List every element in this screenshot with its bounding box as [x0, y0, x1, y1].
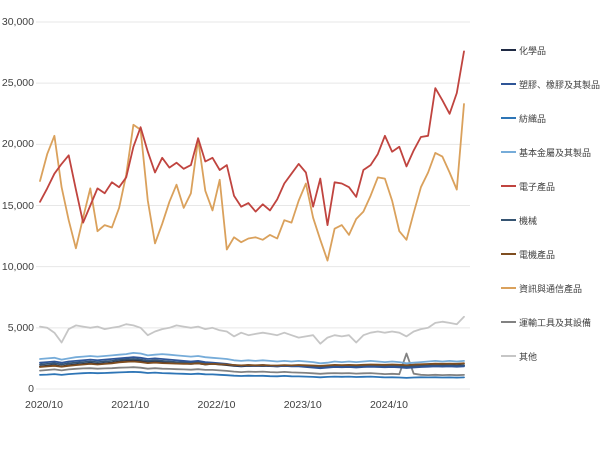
x-tick-label: 2022/10: [197, 399, 236, 411]
series-line-basic-metals: [39, 351, 465, 365]
legend-swatch-others: [501, 354, 516, 358]
legend-label-electronics: 電子產品: [519, 181, 556, 192]
legend-label-ict-products: 資訊與通信產品: [519, 283, 583, 294]
y-tick-label: 25,000: [1, 77, 34, 90]
series-line-others: [39, 315, 465, 345]
legend-label-electrical-products: 電機產品: [519, 249, 556, 260]
legend-item-electrical-products: 電機產品: [501, 248, 555, 260]
legend-item-chemicals: 化學品: [501, 44, 546, 56]
x-tick-label: 2020/10: [25, 399, 63, 411]
legend-swatch-ict-products: [501, 286, 516, 290]
legend-swatch-basic-metals: [501, 150, 516, 154]
x-tick-label: 2021/10: [111, 399, 150, 411]
legend-item-electronics: 電子產品: [501, 180, 555, 192]
legend-item-textiles: 紡織品: [501, 112, 546, 124]
series-line-ict-products: [39, 103, 465, 262]
y-tick-label: 30,000: [1, 16, 34, 28]
legend-label-others: 其他: [519, 351, 538, 362]
series-line-electronics: [39, 50, 465, 227]
y-tick-label: 10,000: [1, 260, 34, 273]
legend-swatch-plastics-rubber: [501, 82, 516, 86]
legend-item-others: 其他: [501, 350, 537, 362]
legend-swatch-textiles: [501, 116, 516, 120]
y-tick-label: 5,000: [7, 321, 34, 334]
legend-swatch-electronics: [501, 184, 516, 188]
legend-swatch-electrical-products: [501, 252, 516, 256]
x-tick-label: 2023/10: [283, 399, 322, 411]
legend-item-basic-metals: 基本金屬及其製品: [501, 146, 591, 158]
y-tick-label: 15,000: [1, 199, 34, 212]
y-tick-label: 20,000: [1, 138, 34, 151]
legend-swatch-machinery: [501, 218, 516, 222]
legend-label-plastics-rubber: 塑膠、橡膠及其製品: [519, 79, 600, 90]
legend-label-transport-equipment: 運輸工具及其設備: [519, 317, 592, 328]
series-line-electrical-products: [39, 360, 465, 368]
legend-label-chemicals: 化學品: [519, 45, 547, 56]
legend-label-basic-metals: 基本金屬及其製品: [519, 147, 592, 158]
legend-item-machinery: 機械: [501, 214, 537, 226]
y-tick-label: 0: [28, 383, 34, 395]
legend-item-plastics-rubber: 塑膠、橡膠及其製品: [501, 78, 600, 90]
legend-swatch-transport-equipment: [501, 320, 516, 324]
legend-item-transport-equipment: 運輸工具及其設備: [501, 316, 591, 328]
legend-label-textiles: 紡織品: [519, 113, 547, 124]
x-tick-label: 2024/10: [369, 399, 408, 411]
legend-item-ict-products: 資訊與通信產品: [501, 282, 582, 294]
series-line-textiles: [39, 370, 465, 379]
series-line-transport-equipment: [39, 352, 465, 377]
legend-label-machinery: 機械: [519, 215, 538, 226]
legend-swatch-chemicals: [501, 48, 516, 52]
